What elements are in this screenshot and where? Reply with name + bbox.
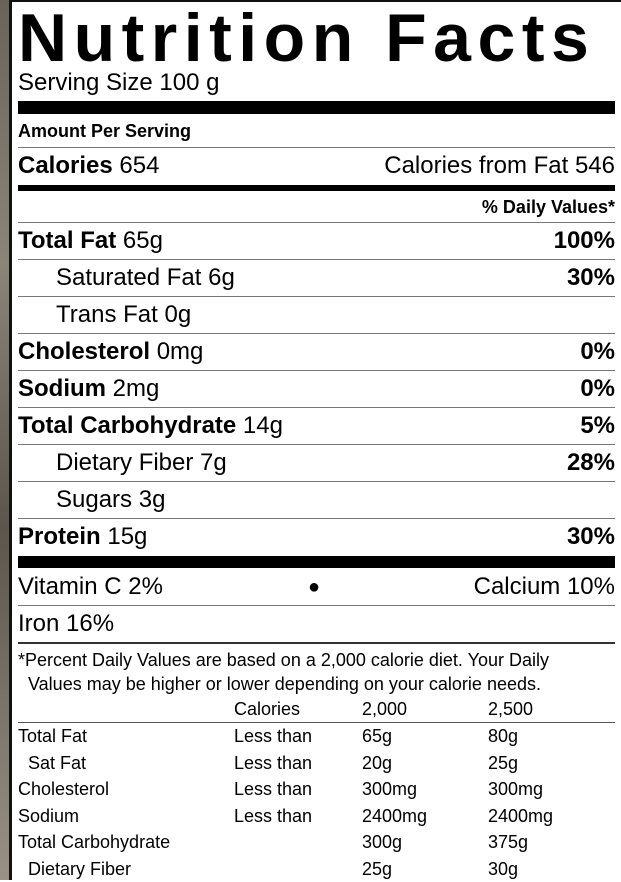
table-cell: 375g (488, 832, 529, 852)
table-cell: 2400mg (362, 805, 428, 826)
nutrient-amount: 2mg (112, 375, 160, 402)
table-cell: 65g (362, 726, 393, 746)
table-row: Dietary Fiber 25g 30g (18, 856, 615, 882)
daily-values-header-row: % Daily Values* (18, 192, 615, 223)
nutrient-label: Trans Fat 0g (56, 297, 191, 333)
table-cell: Less than (234, 726, 313, 746)
nutrient-amount: 65g (122, 227, 163, 254)
medium-divider (18, 185, 615, 191)
table-row: Total Fat Less than 65g 80g (18, 723, 615, 749)
table-cell: 2400mg (488, 805, 554, 826)
vitamin-row: Vitamin C 2% ● Calcium 10% (18, 569, 615, 606)
table-cell: 300g (362, 832, 403, 852)
table-row: Sodium Less than 2400mg 2400mg (18, 803, 615, 829)
nutrient-amount: 6g (208, 264, 235, 291)
serving-size: Serving Size 100 g (18, 69, 220, 96)
nutrient-amount: 3g (138, 486, 166, 513)
table-cell: 20g (362, 752, 393, 773)
nutrient-daily-value: 0% (580, 375, 615, 402)
nutrient-row: Dietary Fiber 7g 28% (18, 445, 615, 482)
nutrient-amount: 0g (164, 301, 192, 328)
table-header-row: Calories 2,000 2,500 (18, 696, 615, 723)
table-row: Sat Fat Less than 20g 25g (18, 750, 615, 776)
nutrient-row: Total Carbohydrate 14g 5% (18, 408, 615, 445)
nutrient-label: Sodium 2mg (18, 371, 159, 407)
table-cell: 25g (362, 858, 393, 879)
iron-row: Iron 16% (18, 606, 615, 644)
label-title: Nutrition Facts (18, 0, 596, 76)
amount-per-serving-row: Amount Per Serving (18, 116, 615, 148)
nutrient-amount: 15g (107, 523, 148, 550)
nutrient-label: Saturated Fat 6g (56, 260, 235, 296)
nutrient-row: Sugars 3g (18, 482, 615, 519)
table-cell: 2,500 (488, 699, 534, 719)
table-cell: Less than (234, 805, 313, 826)
calcium: Calcium 10% (473, 573, 615, 600)
nutrient-amount: 0mg (156, 338, 204, 365)
nutrient-name: Trans Fat (56, 301, 158, 328)
nutrient-label: Protein 15g (18, 519, 147, 555)
nutrient-label: Total Carbohydrate 14g (18, 408, 283, 444)
bullet-separator: ● (308, 576, 321, 598)
table-cell: 25g (488, 752, 519, 773)
nutrient-name: Sugars (56, 486, 133, 513)
nutrient-row: Total Fat 65g 100% (18, 223, 615, 260)
nutrient-daily-value: 28% (566, 449, 615, 476)
nutrient-label: Total Fat 65g (18, 223, 163, 259)
nutrient-row: Saturated Fat 6g 30% (18, 260, 615, 297)
nutrient-amount: 14g (242, 412, 283, 439)
table-cell: 300mg (488, 779, 544, 799)
table-cell: Dietary Fiber (28, 858, 132, 879)
calories-row: Calories 654 Calories from Fat 546 (18, 148, 615, 184)
nutrient-name: Cholesterol (18, 338, 151, 365)
nutrient-row: Cholesterol 0mg 0% (18, 334, 615, 371)
table-cell: 80g (488, 726, 519, 746)
table-cell: Cholesterol (18, 779, 110, 799)
table-cell: 300mg (362, 779, 418, 799)
table-cell: Sodium (18, 805, 80, 826)
nutrient-name: Sodium (18, 375, 106, 402)
table-cell: 30g (488, 858, 519, 879)
table-cell: Sat Fat (28, 752, 87, 773)
nutrient-row: Protein 15g 30% (18, 519, 615, 555)
amount-per-serving: Amount Per Serving (18, 121, 192, 141)
nutrient-name: Total Fat (18, 227, 117, 254)
calories: Calories 654 (18, 152, 160, 179)
nutrient-row: Sodium 2mg 0% (18, 371, 615, 408)
table-cell: 2,000 (362, 699, 408, 719)
thick-divider (18, 556, 615, 568)
thick-divider (18, 101, 615, 114)
nutrient-daily-value: 5% (580, 412, 615, 439)
iron: Iron 16% (18, 610, 115, 637)
table-row: Cholesterol Less than 300mg 300mg (18, 776, 615, 802)
nutrient-label: Sugars 3g (56, 482, 165, 518)
nutrient-daily-value: 0% (580, 338, 615, 365)
nutrient-name: Total Carbohydrate (18, 412, 237, 439)
footnote: *Percent Daily Values are based on a 2,0… (18, 650, 549, 694)
nutrient-name: Dietary Fiber (56, 449, 194, 476)
nutrient-daily-value: 30% (566, 264, 615, 291)
table-cell: Total Carbohydrate (18, 832, 171, 852)
nutrient-row: Trans Fat 0g (18, 297, 615, 334)
table-cell: Total Fat (18, 726, 88, 746)
background-photo-edge (0, 0, 9, 880)
vitamin-c: Vitamin C 2% (18, 573, 163, 600)
nutrient-daily-value: 100% (553, 227, 615, 254)
nutrient-name: Saturated Fat (56, 264, 202, 291)
table-cell: Less than (234, 779, 313, 799)
nutrition-label: Nutrition Facts Serving Size 100 g Amoun… (9, 0, 621, 880)
table-cell: Calories (234, 699, 301, 719)
daily-values-header: % Daily Values* (481, 197, 615, 217)
nutrient-amount: 7g (200, 449, 227, 476)
nutrient-name: Protein (18, 523, 101, 550)
table-cell: Less than (234, 752, 313, 773)
calories-from-fat: Calories from Fat 546 (384, 152, 615, 179)
table-row: Total Carbohydrate 300g 375g (18, 829, 615, 855)
nutrient-daily-value: 30% (566, 523, 615, 550)
nutrient-label: Dietary Fiber 7g (56, 445, 227, 481)
nutrient-label: Cholesterol 0mg (18, 334, 203, 370)
